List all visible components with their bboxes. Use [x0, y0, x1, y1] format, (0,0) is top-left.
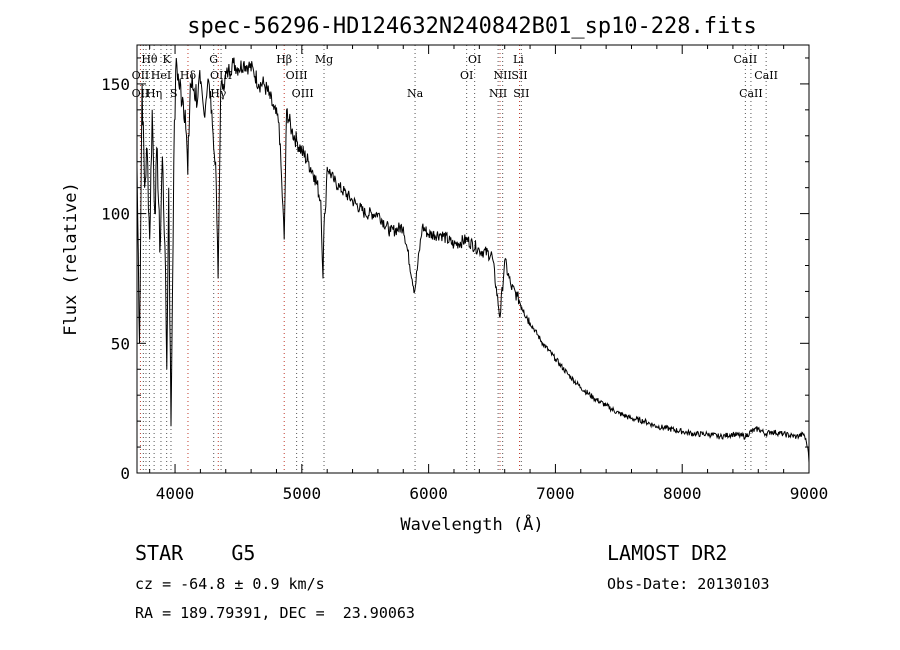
- x-axis-label: Wavelength (Å): [400, 513, 543, 535]
- line-marker-label: Na: [407, 87, 424, 100]
- y-tick-label: 150: [101, 75, 130, 94]
- line-marker-label: OIII: [286, 69, 308, 82]
- coordinates-text: RA = 189.79391, DEC = 23.90063: [135, 604, 415, 622]
- line-marker-label: Li: [513, 53, 524, 66]
- line-marker-label: NII: [489, 87, 507, 100]
- y-tick-label: 0: [120, 464, 130, 483]
- chart-title: spec-56296-HD124632N240842B01_sp10-228.f…: [187, 14, 757, 39]
- x-tick-label: 5000: [283, 484, 322, 503]
- spectrum-line: [136, 57, 810, 463]
- line-marker-label: CaII: [754, 69, 778, 82]
- object-class: STAR G5: [135, 541, 256, 565]
- x-axis: 4000 5000 6000 7000 8000 9000: [149, 45, 829, 503]
- x-tick-label: 8000: [663, 484, 702, 503]
- x-tick-label: 7000: [536, 484, 575, 503]
- line-marker-label: SII: [513, 87, 529, 100]
- line-marker-label: OI: [460, 69, 473, 82]
- survey-name: LAMOST DR2: [607, 541, 728, 565]
- y-tick-label: 50: [111, 334, 130, 353]
- line-marker-label: Hθ: [141, 53, 158, 66]
- line-marker-label: OI: [468, 53, 481, 66]
- line-marker-label: S: [170, 87, 178, 100]
- plot-frame: [136, 44, 810, 474]
- line-marker-label: Mg: [315, 53, 333, 66]
- line-marker-label: OII: [132, 69, 150, 82]
- x-tick-label: 4000: [156, 484, 195, 503]
- x-tick-label: 6000: [409, 484, 448, 503]
- line-marker-label: K: [163, 53, 172, 66]
- line-marker-label: Hη: [146, 87, 162, 100]
- line-marker-label: OIII: [292, 87, 314, 100]
- line-marker-label: NII: [494, 69, 512, 82]
- line-marker-label: CaII: [734, 53, 758, 66]
- line-marker-label: Hγ: [210, 87, 227, 100]
- line-marker-label: SII: [511, 69, 527, 82]
- line-marker-label: OII: [132, 87, 150, 100]
- line-marker-label: Hδ: [180, 69, 197, 82]
- line-marker-label: HeI: [151, 69, 171, 82]
- x-tick-label: 9000: [790, 484, 829, 503]
- line-marker-label: G: [209, 53, 218, 66]
- y-axis: 0 50 100 150: [101, 57, 809, 483]
- obs-date-text: Obs-Date: 20130103: [607, 575, 770, 593]
- y-tick-label: 100: [101, 205, 130, 224]
- line-marker-label: Hβ: [276, 53, 292, 66]
- redshift-text: cz = -64.8 ± 0.9 km/s: [135, 575, 325, 593]
- y-axis-label: Flux (relative): [61, 182, 81, 336]
- line-marker-label: CaII: [739, 87, 763, 100]
